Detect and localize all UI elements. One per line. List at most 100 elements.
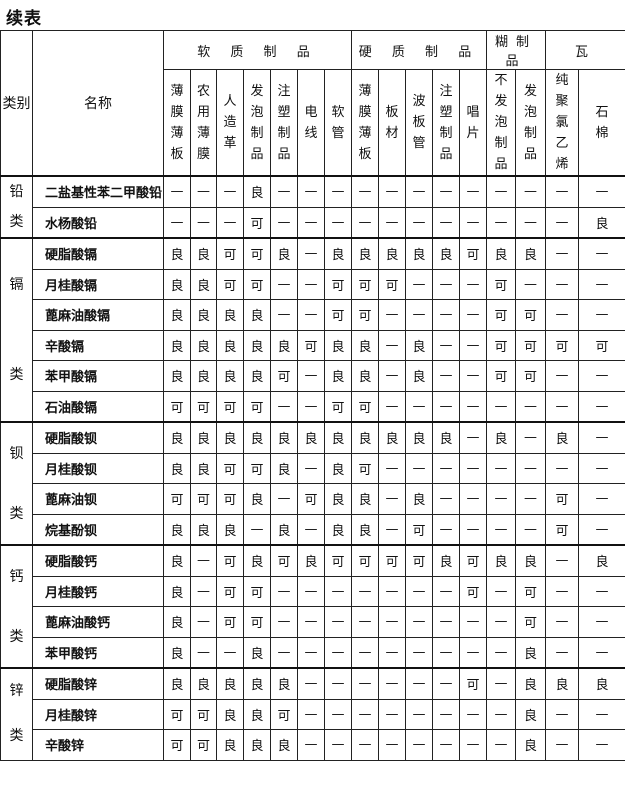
rating-cell: — (545, 299, 580, 331)
compound-name: 硬脂酸锌 (32, 667, 164, 700)
table-row: 石油酸镉可可可可 — — 可可 — — — — — — — — (1, 390, 625, 423)
compound-name: 苯甲酸钙 (32, 636, 164, 669)
rating-cell: — (405, 452, 433, 484)
rating-cell: — (578, 299, 625, 331)
rating-cell: — (459, 206, 487, 239)
compound-name: 月桂酸锌 (32, 698, 164, 730)
rating-cell: — (514, 175, 547, 208)
header-column-text: 注塑制品 (277, 83, 291, 162)
rating-cell: 可 (216, 606, 244, 638)
rating-cell: — (351, 206, 379, 239)
rating-cell: — (351, 729, 379, 761)
rating-cell: 良 (163, 606, 191, 638)
rating-cell: — (459, 513, 487, 546)
header-column-text: 软管 (331, 104, 345, 141)
rating-cell: — (545, 452, 580, 484)
header-column-text: 发泡制品 (523, 83, 537, 162)
rating-cell: 可 (486, 360, 516, 392)
rating-cell: 可 (243, 452, 271, 484)
rating-cell: — (405, 268, 433, 300)
rating-cell: — (545, 729, 580, 761)
rating-cell: 可 (486, 299, 516, 331)
rating-cell: — (486, 206, 516, 239)
rating-cell: 良 (243, 667, 271, 700)
header-column: 软管 (324, 69, 352, 177)
rating-cell: 良 (270, 421, 298, 454)
rating-cell: 良 (216, 299, 244, 331)
rating-cell: 良 (578, 544, 625, 577)
rating-cell: 良 (405, 329, 433, 361)
header-column-text: 人造革 (223, 94, 237, 151)
rating-cell: 良 (163, 667, 191, 700)
compound-name: 辛酸锌 (32, 729, 164, 761)
rating-cell: 可 (351, 544, 379, 577)
rating-cell: — (486, 606, 516, 638)
rating-cell: 良 (163, 329, 191, 361)
rating-cell: — (459, 175, 487, 208)
table-row: 月桂酸钡良良可可良 — 良可 — — — — — — — — (1, 452, 625, 484)
rating-cell: 可 (190, 729, 217, 761)
rating-cell: — (432, 729, 460, 761)
rating-cell: — (432, 483, 460, 515)
compound-name: 硬脂酸钙 (32, 544, 164, 577)
rating-cell: — (432, 390, 460, 423)
header-column-text: 不发泡制品 (494, 73, 508, 172)
rating-cell: — (405, 175, 433, 208)
rating-cell: — (378, 606, 406, 638)
rating-cell: 可 (578, 329, 625, 361)
table-row: 月桂酸镉良良可可 — — 可可可 — — — 可 — — — (1, 268, 625, 300)
rating-cell: — (514, 513, 547, 546)
rating-cell: 良 (486, 421, 516, 454)
rating-cell: — (378, 729, 406, 761)
rating-cell: 良 (270, 452, 298, 484)
rating-cell: — (578, 698, 625, 730)
rating-cell: 可 (351, 452, 379, 484)
rating-cell: — (297, 175, 325, 208)
rating-cell: — (578, 175, 625, 208)
rating-cell: — (324, 698, 352, 730)
rating-cell: — (514, 390, 547, 423)
rating-cell: 良 (163, 360, 191, 392)
header-column: 薄膜薄板 (163, 69, 191, 177)
rating-cell: — (459, 390, 487, 423)
rating-cell: 良 (190, 667, 217, 700)
table-row: 蓖麻油酸镉良良良良 — — 可可 — — — — 可可 — — (1, 299, 625, 331)
rating-cell: 可 (378, 544, 406, 577)
table-row: 辛酸锌可可良良良 — — — — — — — — 良 — — (1, 729, 625, 761)
rating-cell: 良 (243, 636, 271, 669)
table-row: 锌类 硬脂酸锌良良良良良 — — — — — — 可 — 良良良 (0, 667, 625, 761)
rating-cell: 可 (297, 483, 325, 515)
rating-cell: 良 (163, 452, 191, 484)
rating-cell: 良 (432, 421, 460, 454)
header-column-text: 电线 (304, 104, 318, 141)
rating-cell: — (545, 575, 580, 607)
rating-cell: 良 (297, 421, 325, 454)
compound-name: 石油酸镉 (32, 390, 164, 423)
rating-cell: — (351, 636, 379, 669)
rating-cell: 可 (190, 390, 217, 423)
rating-cell: 良 (351, 329, 379, 361)
rating-cell: — (514, 421, 547, 454)
rating-cell: 良 (190, 360, 217, 392)
rating-cell: — (514, 483, 547, 515)
table-row: 烷基酚钡良良良 — 良 — 良良 — 可 — — — — 可 — (1, 513, 625, 546)
header-column: 发泡制品 (243, 69, 271, 177)
rating-cell: — (545, 175, 580, 208)
compound-name: 蓖麻油酸钙 (32, 606, 164, 638)
header-column-text: 薄膜薄板 (170, 83, 184, 162)
rating-cell: 良 (216, 513, 244, 546)
rating-cell: — (432, 606, 460, 638)
rating-cell: 可 (216, 544, 244, 577)
rating-cell: — (297, 237, 325, 270)
rating-cell: — (432, 667, 460, 700)
header-row-columns: 薄膜薄板 农用薄膜 人造革 发泡制品 注塑制品 电线 软管 薄膜薄板 板材 波板管 注塑制品 唱片 不发… (1, 69, 625, 177)
table-row: 月桂酸锌可可良良可 — — — — — — — — 良 — — (1, 698, 625, 730)
rating-cell: — (545, 606, 580, 638)
rating-cell: — (190, 606, 217, 638)
rating-cell: 良 (216, 729, 244, 761)
rating-cell: 良 (514, 636, 547, 669)
rating-cell: 可 (163, 483, 191, 515)
header-column-text: 板材 (385, 104, 399, 141)
rating-cell: 可 (459, 575, 487, 607)
rating-cell: 良 (163, 268, 191, 300)
